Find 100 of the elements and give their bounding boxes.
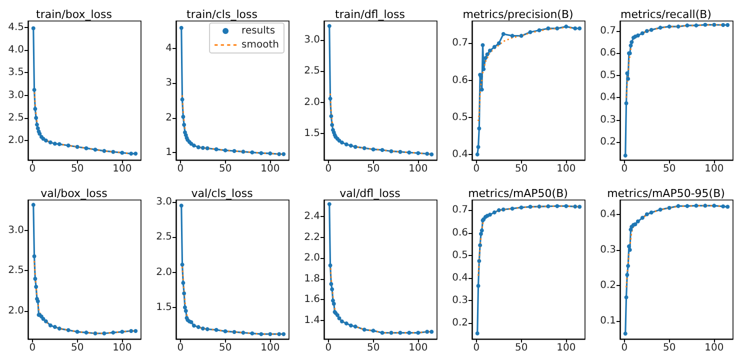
point bbox=[180, 262, 184, 267]
point bbox=[564, 24, 568, 29]
point bbox=[625, 272, 630, 277]
point bbox=[477, 126, 482, 130]
point bbox=[75, 144, 80, 149]
point bbox=[636, 33, 640, 38]
point bbox=[120, 150, 124, 155]
point bbox=[196, 325, 200, 330]
point bbox=[496, 208, 501, 212]
point bbox=[41, 316, 46, 321]
point bbox=[726, 23, 730, 27]
point bbox=[703, 22, 708, 27]
point bbox=[184, 308, 188, 313]
point bbox=[626, 244, 631, 248]
y-tick-label: 0.5 bbox=[452, 112, 468, 123]
x-tick-label: 0 bbox=[29, 164, 36, 174]
x-tick-label: 0 bbox=[177, 164, 184, 174]
point bbox=[332, 302, 336, 306]
point bbox=[181, 280, 186, 285]
point bbox=[488, 212, 492, 217]
point bbox=[120, 330, 124, 334]
y-tick-label: 0.4 bbox=[452, 148, 468, 160]
point bbox=[200, 146, 205, 150]
point bbox=[626, 76, 630, 81]
point bbox=[501, 32, 506, 36]
point bbox=[380, 148, 384, 152]
point bbox=[685, 204, 690, 208]
point bbox=[180, 97, 184, 102]
point bbox=[398, 150, 402, 154]
point bbox=[416, 151, 420, 156]
point bbox=[34, 122, 39, 127]
legend-label: smooth bbox=[242, 40, 280, 50]
point bbox=[330, 298, 335, 303]
y-tick-label: 0.6 bbox=[600, 48, 616, 59]
point bbox=[328, 96, 332, 101]
x-tick-label: 50 bbox=[218, 342, 232, 354]
point bbox=[214, 147, 218, 152]
point bbox=[330, 122, 334, 127]
y-tick-label: 0.1 bbox=[600, 316, 616, 327]
x-tick-label: 100 bbox=[556, 164, 576, 174]
y-tick-label: 0.3 bbox=[600, 244, 616, 256]
point bbox=[348, 324, 353, 328]
line-series bbox=[330, 92, 432, 156]
x-tick-label: 50 bbox=[514, 164, 528, 174]
point bbox=[555, 204, 560, 208]
x-tick-label: 50 bbox=[366, 164, 380, 174]
point bbox=[564, 204, 568, 208]
y-tick-label: 0.4 bbox=[600, 208, 616, 220]
point bbox=[84, 330, 88, 335]
point bbox=[329, 282, 334, 286]
point bbox=[277, 152, 282, 156]
y-tick-label: 2.0 bbox=[304, 96, 320, 108]
point bbox=[624, 101, 628, 106]
point bbox=[33, 106, 38, 111]
point bbox=[488, 48, 492, 53]
point bbox=[134, 328, 138, 333]
point bbox=[636, 219, 640, 224]
point bbox=[93, 148, 98, 152]
point bbox=[578, 204, 582, 209]
x-tick-label: 50 bbox=[662, 164, 676, 174]
point bbox=[328, 263, 332, 268]
point bbox=[425, 152, 430, 156]
point bbox=[407, 330, 412, 335]
point bbox=[44, 319, 48, 324]
x-tick-label: 0 bbox=[177, 342, 184, 354]
point bbox=[353, 144, 358, 149]
point bbox=[329, 114, 334, 118]
point bbox=[84, 146, 88, 150]
point bbox=[510, 206, 514, 211]
point bbox=[66, 144, 70, 148]
y-tick-label: 2.5 bbox=[8, 265, 24, 276]
point bbox=[44, 138, 48, 143]
y-tick-label: 2 bbox=[166, 112, 172, 124]
x-tick-label: 100 bbox=[260, 164, 280, 174]
point bbox=[703, 204, 708, 208]
y-tick-label: 2.0 bbox=[156, 266, 172, 278]
point bbox=[31, 202, 36, 207]
y-tick-label: 4.5 bbox=[8, 22, 24, 33]
point bbox=[38, 132, 42, 136]
point bbox=[626, 264, 630, 268]
point bbox=[667, 24, 672, 29]
point bbox=[510, 34, 514, 38]
point bbox=[537, 28, 542, 32]
point bbox=[475, 152, 480, 156]
y-tick-label: 2.0 bbox=[8, 305, 24, 316]
y-tick-label: 2.4 bbox=[304, 211, 320, 222]
point bbox=[200, 326, 205, 330]
point bbox=[480, 43, 485, 48]
x-tick-label: 0 bbox=[473, 164, 480, 174]
point bbox=[416, 330, 420, 335]
point bbox=[519, 205, 524, 210]
point bbox=[578, 26, 582, 30]
x-tick-label: 100 bbox=[556, 342, 576, 354]
y-tick-label: 3 bbox=[166, 78, 172, 89]
chart-title: train/dfl_loss bbox=[335, 8, 406, 21]
point bbox=[667, 206, 672, 210]
point bbox=[48, 323, 52, 328]
chart-title: val/box_loss bbox=[40, 187, 108, 200]
point bbox=[250, 331, 254, 336]
point bbox=[181, 114, 186, 119]
